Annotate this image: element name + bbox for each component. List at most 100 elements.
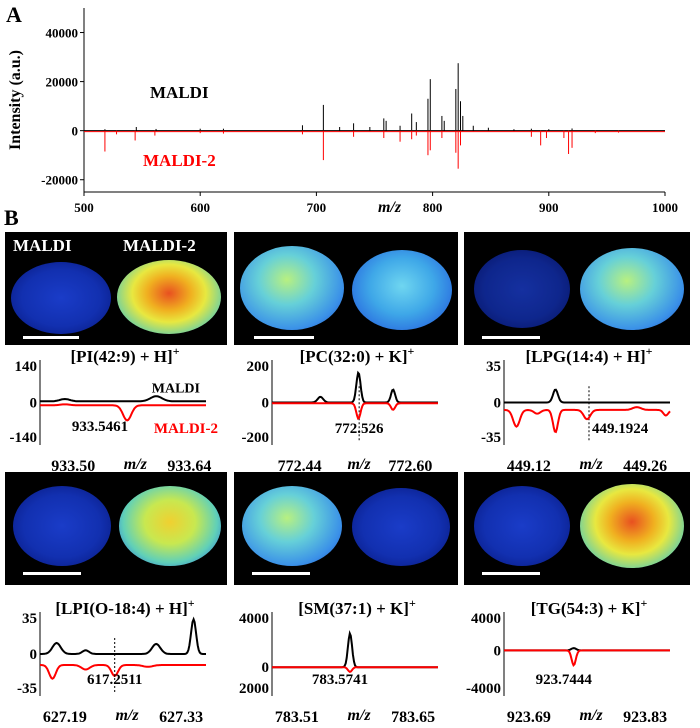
- charge-superscript: +: [188, 596, 195, 610]
- y-tick-label: 0: [262, 396, 270, 412]
- panel-b-letter: B: [4, 205, 19, 230]
- y-tick-label: -20000: [41, 173, 78, 188]
- scale-bar: [482, 336, 540, 339]
- ion-image-lpg: [464, 232, 690, 345]
- x-tick-label: 627.19: [43, 709, 87, 726]
- scale-bar: [23, 336, 79, 339]
- x-axis-label: m/z: [378, 199, 402, 216]
- charge-superscript: +: [173, 345, 180, 358]
- tissue-image-maldi2: [580, 484, 684, 568]
- mz-annotation: 449.1924: [592, 421, 649, 437]
- x-tick-label: 933.50: [51, 458, 95, 472]
- y-tick-label: -35: [481, 430, 501, 446]
- ion-image-lpi: [5, 472, 227, 585]
- x-tick-label: 627.33: [159, 709, 203, 726]
- image-label-maldi: MALDI: [13, 236, 72, 255]
- mz-annotation: 783.5741: [312, 672, 368, 688]
- tissue-image-maldi2: [352, 488, 450, 566]
- x-tick-label: 449.12: [507, 458, 551, 472]
- tissue-image-maldi: [242, 486, 342, 566]
- x-axis-label: m/z: [124, 456, 148, 472]
- ion-image-pi: MALDI MALDI-2: [5, 232, 227, 345]
- mz-annotation: 772.526: [335, 421, 384, 437]
- spectrum-pi: [PI(42:9) + H]+ 140 0 -140 933.50 933.64 m/z 93…: [10, 345, 219, 472]
- spectrum-line-maldi: [504, 388, 670, 404]
- y-tick-label: 2000: [239, 681, 269, 697]
- y-tick-label: 0: [30, 396, 38, 412]
- scale-bar: [23, 572, 81, 575]
- spectrum-lpg: [LPG(14:4) + H]+ 35 0 -35 449.12 449.26 m/z 449…: [481, 345, 671, 472]
- y-tick-label: 200: [247, 359, 270, 375]
- x-tick-label: 923.69: [507, 709, 551, 726]
- scale-bar: [254, 336, 314, 339]
- spectrum-tg: [TG(54:3) + K]+ 4000 0 -4000 923.69 923.83 m/z…: [466, 596, 670, 726]
- x-axis-label: m/z: [115, 707, 139, 724]
- tissue-image-maldi: [474, 486, 570, 566]
- charge-superscript: +: [646, 345, 653, 358]
- spectrum-line-maldi2: [504, 649, 670, 667]
- tissue-image-maldi2: [117, 260, 221, 334]
- y-tick-label: 4000: [471, 611, 501, 627]
- spectrum-line-maldi: [40, 616, 206, 655]
- legend-maldi2: MALDI-2: [154, 421, 218, 437]
- scale-bar: [252, 572, 310, 575]
- spectrum-pc: [PC(32:0) + K]+ 200 0 -200 772.44 772.60 m/z 77…: [242, 345, 438, 472]
- chart-title: [LPI(O-18:4) + H]+: [55, 596, 194, 618]
- x-axis-label: m/z: [579, 456, 603, 472]
- mass-spectrum-chart: -20000 0 20000 40000 500 600 700 800 900 1000 m/z I…: [7, 8, 678, 216]
- x-tick-label: 600: [190, 200, 210, 215]
- ion-image-pc: [234, 232, 458, 345]
- ion-image-sm: [234, 472, 458, 585]
- x-tick-label: 783.65: [391, 709, 435, 726]
- x-axis-label: m/z: [347, 456, 371, 472]
- y-tick-label: 40000: [46, 26, 79, 41]
- x-axis-label: m/z: [347, 707, 371, 724]
- y-axis-label: Intensity (a.u.): [7, 50, 24, 150]
- spectrum-line-maldi: [272, 370, 438, 404]
- legend-maldi2: MALDI-2: [143, 151, 216, 170]
- panel-a-letter: A: [6, 2, 22, 27]
- y-tick-label: 0: [494, 396, 502, 412]
- x-tick-label: 900: [539, 200, 559, 215]
- x-tick-label: 700: [307, 200, 327, 215]
- y-tick-label: 20000: [46, 75, 79, 90]
- x-tick-label: 923.83: [623, 709, 667, 726]
- y-tick-label: -35: [17, 681, 37, 697]
- tissue-image-maldi2: [580, 248, 684, 330]
- tissue-image-maldi: [13, 486, 111, 566]
- spectrum-line-maldi2: [40, 403, 206, 422]
- x-tick-label: 933.64: [167, 458, 211, 472]
- spectrum-line-maldi: [40, 395, 206, 403]
- y-tick-label: 4000: [239, 611, 269, 627]
- mz-annotation: 923.7444: [536, 672, 593, 688]
- scale-bar: [482, 572, 540, 575]
- tissue-image-maldi: [11, 262, 111, 334]
- spectrum-line-maldi: [272, 630, 438, 669]
- chart-title: [PC(32:0) + K]+: [300, 345, 415, 366]
- tissue-image-maldi2: [352, 250, 452, 330]
- image-label-maldi2: MALDI-2: [123, 236, 196, 255]
- x-tick-label: 1000: [652, 200, 678, 215]
- y-tick-label: 0: [262, 660, 270, 676]
- tissue-image-maldi: [240, 246, 344, 330]
- chart-title: [SM(37:1) + K]+: [298, 596, 416, 618]
- mz-annotation: 933.5461: [72, 419, 128, 435]
- mz-annotation: 617.2511: [87, 672, 142, 688]
- spectrum-line-maldi2: [272, 666, 438, 674]
- y-tick-label: 35: [22, 611, 37, 627]
- x-tick-label: 449.26: [623, 458, 667, 472]
- y-tick-label: -140: [10, 430, 38, 446]
- chart-title: [LPG(14:4) + H]+: [525, 345, 652, 366]
- y-tick-label: 0: [30, 647, 38, 663]
- chart-title: [PI(42:9) + H]+: [70, 345, 179, 366]
- y-tick-label: 0: [494, 643, 502, 659]
- spectrum-line-maldi2: [40, 664, 206, 680]
- x-axis-label: m/z: [579, 707, 603, 724]
- legend-maldi: MALDI: [152, 382, 200, 397]
- spectrum-line-maldi2: [503, 406, 671, 434]
- y-tick-label: 140: [15, 359, 38, 375]
- ion-image-tg: [464, 472, 690, 585]
- spectrum-sm: [SM(37:1) + K]+ 4000 0 2000 783.51 783.65 m/z 7…: [239, 596, 438, 726]
- y-tick-label: 35: [486, 359, 501, 375]
- x-tick-label: 783.51: [275, 709, 319, 726]
